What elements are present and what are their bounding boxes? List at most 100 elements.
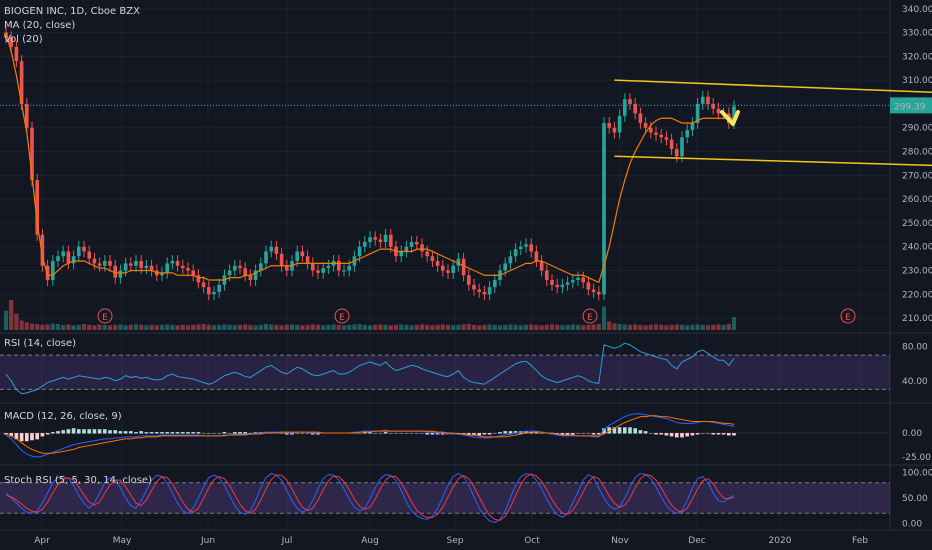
macd-histogram-bar [383,432,388,434]
macd-histogram-bar [596,433,601,435]
candle-body [446,270,450,273]
volume-bar [492,324,497,330]
macd-histogram-bar [669,433,674,437]
candle-body [399,251,404,257]
candle-body [253,270,258,281]
macd-histogram-bar [97,429,102,434]
stoch-k-line [5,472,735,523]
macd-histogram-bar [92,429,97,434]
macd-histogram-bar [565,433,570,435]
macd-histogram-bar [617,427,622,434]
candle-body [674,149,679,157]
earnings-marker-label: E [339,313,345,323]
candle-body [680,137,684,157]
volume-bar [180,324,185,330]
last-price-tag [890,97,932,114]
price-tick-label: 260.00 [902,195,932,205]
volume-bar [347,324,352,330]
macd-tick-label: 0.00 [902,429,922,439]
candle-body [591,289,596,292]
volume-bar [581,325,586,330]
volume-bar [279,325,284,330]
macd-histogram-bar [628,427,632,434]
volume-bar [529,324,534,330]
volume-bar [269,324,274,330]
candle-body [206,287,211,295]
candle-body [466,275,471,285]
candle-body [227,270,232,276]
earnings-marker [840,308,856,324]
candle-body [305,256,310,264]
volume-bar [633,324,638,330]
macd-histogram-bar [108,430,112,434]
candle-body [472,284,476,290]
candle-body [602,122,606,295]
macd-histogram-bar [440,433,445,435]
macd-histogram-bar [66,429,71,434]
rsi-tick-label: 80.00 [902,343,928,353]
volume-bar [357,324,362,330]
price-tick-label: 230.00 [902,267,932,277]
volume-bar [471,324,477,330]
rsi-line [5,342,735,395]
ma-legend[interactable]: MA (20, close) [4,20,75,31]
macd-histogram-bar [300,433,305,434]
time-axis[interactable]: Apr May Jun Jul Aug Sep Oct Nov Dec 2020 Feb [34,536,868,546]
macd-histogram-bar [576,433,580,434]
macd-line [5,413,735,458]
macd-histogram-bar [284,433,289,435]
symbol-legend[interactable]: BIOGEN INC, 1D, Cboe BZX [4,6,140,17]
price-tick-label: 280.00 [902,148,932,158]
rsi-legend[interactable]: RSI (14, close) [4,338,76,349]
candle-body [14,46,19,62]
macd-histogram-bar [149,432,154,434]
macd-histogram-bar [466,433,471,435]
volume-bar [700,324,705,330]
candle-body [269,246,274,252]
volume-bar [175,325,180,330]
stoch-tick-label: 100.00 [902,469,932,479]
stoch-band [0,482,890,514]
volume-bar [612,323,617,330]
macd-histogram-bar [9,433,14,437]
volume-bar [560,325,565,330]
volume-bar [118,324,123,330]
candle-body [430,256,435,261]
macd-histogram-bar [123,431,128,434]
candle-body [30,127,34,181]
macd-histogram-bar [232,432,237,434]
macd-legend[interactable]: MACD (12, 26, close, 9) [4,411,122,422]
time-tick-label: 2020 [769,536,792,546]
volume-bar [87,324,92,330]
candle-body [165,263,170,273]
candle-body [170,260,175,264]
macd-histogram-bar [316,433,320,435]
macd-histogram-bar [602,428,606,434]
macd-histogram-bar [206,433,211,434]
macd-histogram-bar [487,433,492,435]
candle-body [461,258,466,276]
channel-lower-line [614,155,932,167]
candle-body [409,241,414,247]
volume-bar [690,324,695,330]
candle-body [628,99,632,104]
volume-bar [196,324,201,330]
candle-body [113,265,118,278]
volume-bar [508,324,513,330]
macd-histogram-bar [56,431,60,434]
stoch-rsi-legend[interactable]: Stoch RSI (5, 5, 30, 14, close) [4,475,152,486]
macd-histogram-bar [378,433,383,434]
macd-histogram-bar [113,430,118,434]
candle-body [71,256,76,264]
macd-histogram-bar [24,433,29,442]
candle-body [570,280,575,283]
price-axis[interactable]: 340.00330.00320.00310.00300.00290.00280.… [890,5,932,530]
macd-histogram-bar [726,433,731,436]
candle-body [321,268,326,273]
vol-legend[interactable]: Vol (20) [4,34,43,45]
macd-histogram-bar [524,431,528,434]
macd-histogram-bar [420,433,424,434]
volume-bar [461,324,466,330]
candle-body [248,275,253,281]
macd-histogram-bar [295,433,300,434]
